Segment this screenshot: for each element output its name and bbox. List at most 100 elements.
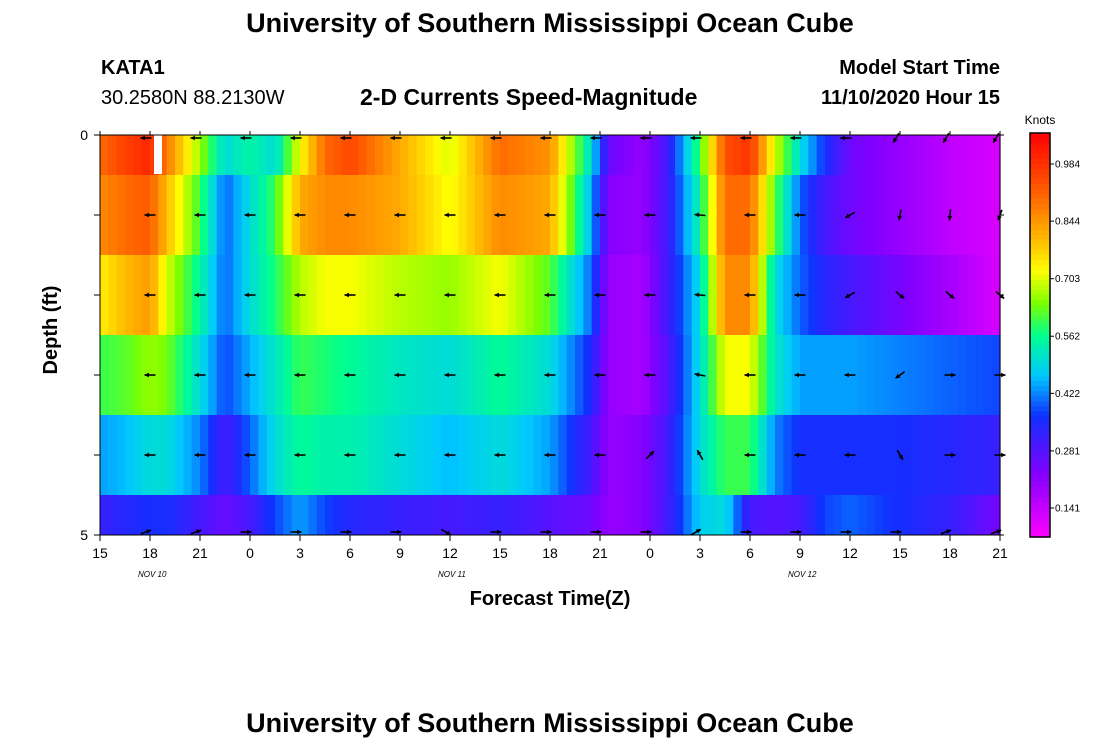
current-vector-arrow bbox=[694, 372, 706, 378]
colorbar-segment bbox=[1030, 345, 1050, 351]
heatmap-cell bbox=[616, 335, 626, 415]
heatmap-cell bbox=[258, 495, 268, 535]
current-vector-arrow bbox=[344, 292, 356, 298]
heatmap-cell bbox=[825, 255, 834, 335]
current-vector-arrow bbox=[294, 292, 306, 298]
heatmap-cell bbox=[833, 495, 843, 535]
colorbar-segment bbox=[1030, 148, 1050, 154]
heatmap-cell bbox=[966, 255, 976, 335]
heatmap-cell bbox=[783, 335, 793, 415]
heatmap-cell bbox=[316, 255, 326, 335]
heatmap-cell bbox=[716, 335, 726, 415]
colorbar-segment bbox=[1030, 228, 1050, 235]
heatmap-cell bbox=[566, 415, 576, 495]
heatmap-cell bbox=[225, 495, 234, 535]
heatmap-cell bbox=[583, 495, 593, 535]
heatmap-cell bbox=[775, 255, 784, 335]
heatmap-cell bbox=[275, 135, 284, 175]
heatmap-cell bbox=[783, 415, 793, 495]
heatmap-cell bbox=[458, 415, 468, 495]
heatmap-cell bbox=[683, 335, 693, 415]
heatmap-cell bbox=[716, 175, 726, 255]
colorbar-segment bbox=[1030, 410, 1050, 417]
heatmap-cell bbox=[483, 335, 493, 415]
heatmap-cell bbox=[166, 335, 176, 415]
heatmap-cell bbox=[975, 335, 984, 415]
heatmap-cell bbox=[200, 495, 209, 535]
heatmap-cell bbox=[133, 175, 143, 255]
colorbar-segment bbox=[1030, 183, 1050, 190]
current-vector-arrow bbox=[944, 452, 956, 458]
heatmap-cell bbox=[350, 135, 359, 175]
heatmap-cell bbox=[825, 335, 834, 415]
current-vector-arrow bbox=[144, 212, 156, 218]
current-vector-arrow bbox=[394, 372, 406, 378]
current-vector-arrow bbox=[394, 452, 406, 458]
current-vector-arrow bbox=[942, 132, 950, 144]
current-vector-arrow bbox=[490, 529, 502, 535]
current-vector-arrow bbox=[844, 291, 856, 299]
current-vector-arrow bbox=[494, 452, 506, 458]
heatmap-cell bbox=[875, 335, 884, 415]
current-vector-arrow bbox=[240, 135, 252, 141]
heatmap-cell bbox=[108, 495, 118, 535]
heatmap-cell bbox=[841, 135, 851, 175]
heatmap-cell bbox=[566, 135, 576, 175]
heatmap-cell bbox=[416, 255, 426, 335]
colorbar-segment bbox=[1030, 289, 1050, 296]
heatmap-cell bbox=[425, 135, 434, 175]
colorbar-segment bbox=[1030, 133, 1050, 139]
colorbar-segment bbox=[1030, 340, 1050, 346]
heatmap-cell bbox=[575, 175, 584, 255]
heatmap-cell bbox=[591, 135, 601, 175]
heatmap-cell bbox=[116, 415, 126, 495]
current-vector-arrow bbox=[544, 452, 556, 458]
heatmap-cell bbox=[583, 415, 593, 495]
current-vector-arrow bbox=[490, 135, 502, 141]
heatmap-cell bbox=[366, 135, 376, 175]
heatmap-cell bbox=[783, 135, 793, 175]
heatmap-cell bbox=[933, 175, 943, 255]
heatmap-cell bbox=[183, 135, 193, 175]
heatmap-cell bbox=[200, 135, 209, 175]
heatmap-cell bbox=[900, 135, 909, 175]
heatmap-cell bbox=[825, 495, 834, 535]
heatmap-cell bbox=[666, 495, 676, 535]
heatmap-cell bbox=[225, 335, 234, 415]
heatmap-cell bbox=[991, 135, 1001, 175]
heatmap-cell bbox=[266, 335, 276, 415]
heatmap-cell bbox=[866, 335, 876, 415]
chart-subtitle: 2-D Currents Speed-Magnitude bbox=[360, 84, 698, 110]
colorbar-segment bbox=[1030, 244, 1050, 250]
heatmap-cell bbox=[275, 415, 284, 495]
current-vector-arrow bbox=[892, 132, 900, 144]
heatmap-cell bbox=[175, 495, 184, 535]
colorbar-segment bbox=[1030, 314, 1050, 321]
heatmap-cell bbox=[433, 135, 443, 175]
heatmap-cell bbox=[375, 415, 384, 495]
heatmap-cell bbox=[208, 335, 218, 415]
heatmap-cell bbox=[891, 335, 901, 415]
colorbar-segment bbox=[1030, 446, 1050, 452]
heatmap-cell bbox=[308, 175, 318, 255]
current-vector-arrow bbox=[947, 209, 953, 221]
current-vector-arrow bbox=[244, 212, 256, 218]
heatmap-cell bbox=[600, 495, 609, 535]
heatmap-cell bbox=[758, 255, 768, 335]
heatmap-cell bbox=[883, 495, 893, 535]
colorbar-tick-label: 0.984 bbox=[1055, 160, 1080, 171]
heatmap-cell bbox=[300, 495, 309, 535]
colorbar-segment bbox=[1030, 360, 1050, 366]
heatmap-cell bbox=[708, 415, 718, 495]
colorbar-segment bbox=[1030, 516, 1050, 523]
heatmap-cell bbox=[508, 495, 518, 535]
current-vector-arrow bbox=[194, 452, 206, 458]
colorbar-segment bbox=[1030, 380, 1050, 387]
x-tick-label: 12 bbox=[442, 545, 458, 561]
heatmap-cell bbox=[383, 335, 393, 415]
heatmap-cell bbox=[700, 135, 709, 175]
heatmap-cell bbox=[375, 135, 384, 175]
heatmap-cell bbox=[333, 495, 343, 535]
heatmap-cell bbox=[833, 175, 843, 255]
